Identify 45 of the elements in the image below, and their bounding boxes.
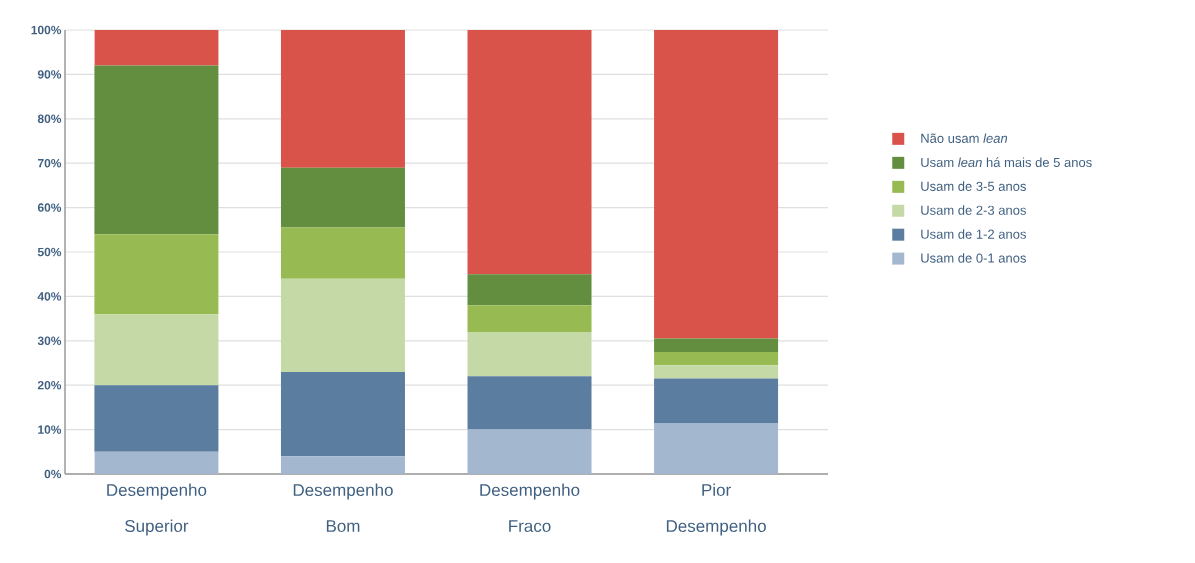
legend-label: Não usam lean (921, 133, 1008, 143)
bar (467, 274, 592, 306)
legend-label: Usam de 1-2 anos (921, 229, 1026, 239)
legend-label: Usam de 0-1 anos (921, 253, 1026, 263)
bar (467, 429, 592, 474)
y-tick-label: 90% (37, 70, 62, 79)
bar (654, 365, 779, 379)
y-tick-label: 0% (44, 469, 62, 479)
y-tick-label: 100% (31, 25, 62, 35)
bar (654, 351, 779, 366)
bar (94, 65, 219, 235)
bar (654, 422, 779, 474)
y-tick-label: 30% (37, 336, 62, 346)
bar (654, 338, 779, 352)
bar (654, 30, 779, 339)
bar (280, 371, 405, 457)
bar (280, 227, 405, 279)
x-tick-label: Desempenho Superior (107, 483, 207, 536)
bar (94, 30, 219, 66)
category-label: Pior Desempenho (666, 483, 766, 536)
legend-label: Usam de 3-5 anos (921, 181, 1026, 191)
legend-label: Usam lean há mais de 5 anos (921, 157, 1092, 167)
bar (654, 378, 779, 423)
bar (280, 30, 405, 168)
bar (94, 451, 219, 474)
y-tick-label: 40% (37, 292, 62, 301)
bar (280, 167, 405, 228)
y-tick-label: 10% (38, 425, 62, 434)
bar (467, 30, 592, 275)
y-tick-label: 70% (37, 158, 62, 168)
y-tick-label: 80% (37, 114, 62, 124)
category-label: Desempenho Bom (293, 483, 393, 533)
category-label: Desempenho Fraco (480, 483, 580, 533)
y-tick-label: 20% (37, 380, 62, 390)
bar (94, 385, 219, 452)
y-tick-label: 60% (37, 203, 62, 212)
bar (94, 314, 219, 386)
y-tick-label: 50% (37, 247, 62, 257)
bar (467, 305, 592, 332)
bar (280, 278, 405, 372)
bar (280, 456, 405, 474)
legend-label: Usam de 2-3 anos (921, 205, 1026, 215)
bar (467, 331, 592, 377)
bar (467, 376, 592, 430)
bar (94, 234, 219, 315)
